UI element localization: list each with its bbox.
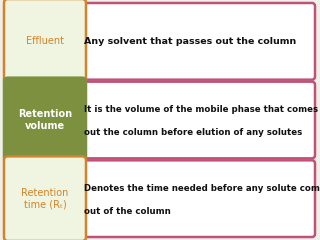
FancyBboxPatch shape: [4, 156, 86, 240]
Text: Retention
volume: Retention volume: [18, 109, 72, 131]
FancyBboxPatch shape: [65, 82, 315, 158]
Text: Denotes the time needed before any solute comes: Denotes the time needed before any solut…: [84, 184, 320, 192]
FancyBboxPatch shape: [4, 0, 86, 84]
FancyBboxPatch shape: [65, 3, 315, 80]
Text: out the column before elution of any solutes: out the column before elution of any sol…: [84, 128, 302, 137]
FancyBboxPatch shape: [4, 78, 86, 162]
FancyBboxPatch shape: [65, 160, 315, 237]
Text: It is the volume of the mobile phase that comes: It is the volume of the mobile phase tha…: [84, 105, 318, 114]
Text: out of the column: out of the column: [84, 207, 171, 216]
Text: Any solvent that passes out the column: Any solvent that passes out the column: [84, 37, 296, 46]
Text: Effluent: Effluent: [26, 36, 64, 46]
Text: Retention
time (Rₜ): Retention time (Rₜ): [21, 188, 69, 210]
